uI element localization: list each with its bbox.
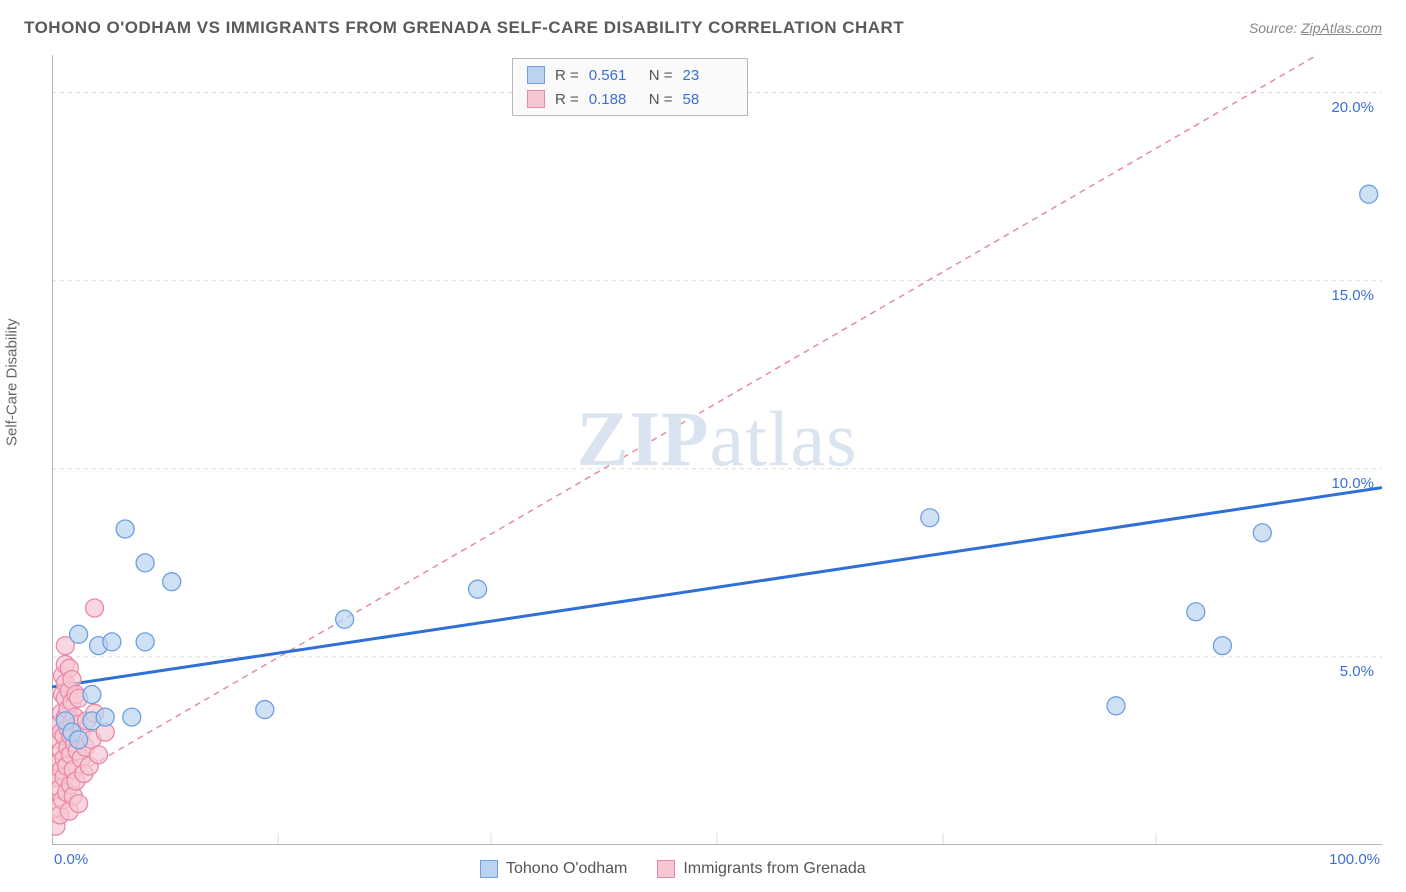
chart-title: TOHONO O'ODHAM VS IMMIGRANTS FROM GRENAD… (24, 18, 904, 38)
y-axis-label: Self-Care Disability (4, 318, 21, 446)
legend-row-tohono: R = 0.561 N = 23 (513, 63, 747, 87)
legend-swatch (480, 860, 498, 878)
r-value: 0.561 (589, 67, 639, 84)
source-prefix: Source: (1249, 20, 1301, 36)
y-tick-label: 5.0% (1340, 663, 1374, 680)
legend-label: Tohono O'odham (506, 860, 627, 878)
legend-swatch (527, 66, 545, 84)
r-label: R = (555, 91, 579, 108)
source-attribution: Source: ZipAtlas.com (1249, 20, 1382, 36)
source-link[interactable]: ZipAtlas.com (1301, 20, 1382, 36)
r-label: R = (555, 67, 579, 84)
x-tick-label: 0.0% (54, 851, 88, 868)
legend-row-grenada: R = 0.188 N = 58 (513, 87, 747, 111)
n-value: 23 (683, 67, 733, 84)
legend-item-grenada: Immigrants from Grenada (657, 860, 865, 878)
y-tick-label: 20.0% (1331, 99, 1374, 116)
legend-label: Immigrants from Grenada (683, 860, 865, 878)
n-value: 58 (683, 91, 733, 108)
x-tick-label: 100.0% (1329, 851, 1380, 868)
legend-item-tohono: Tohono O'odham (480, 860, 627, 878)
header: TOHONO O'ODHAM VS IMMIGRANTS FROM GRENAD… (24, 18, 1382, 38)
n-label: N = (649, 67, 673, 84)
series-legend: Tohono O'odham Immigrants from Grenada (480, 860, 866, 878)
n-label: N = (649, 91, 673, 108)
r-value: 0.188 (589, 91, 639, 108)
correlation-legend: R = 0.561 N = 23 R = 0.188 N = 58 (512, 58, 748, 116)
y-tick-label: 10.0% (1331, 475, 1374, 492)
chart-area: ZIPatlas R =0.561N =23R =0.188N =58 5.0%… (52, 55, 1382, 845)
scatter-plot (52, 55, 1382, 845)
legend-swatch (527, 90, 545, 108)
y-tick-label: 15.0% (1331, 287, 1374, 304)
legend-swatch (657, 860, 675, 878)
